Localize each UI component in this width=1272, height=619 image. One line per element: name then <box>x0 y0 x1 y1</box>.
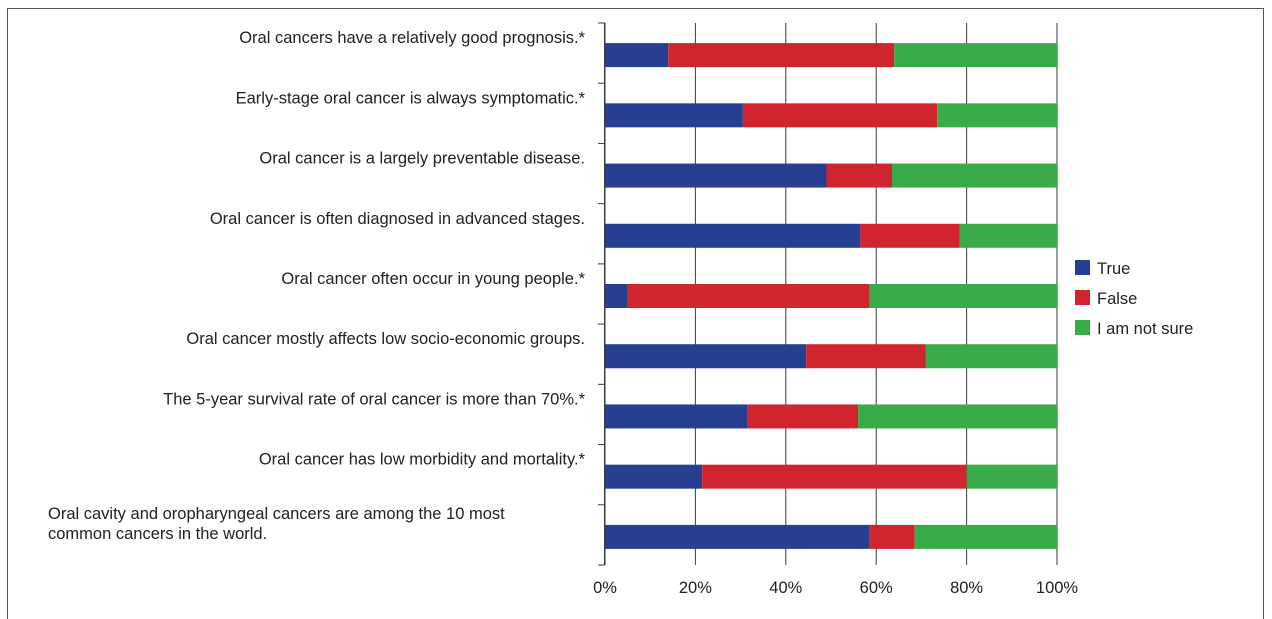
category-label: Oral cancer has low morbidity and mortal… <box>259 451 586 469</box>
bar-true <box>605 524 870 549</box>
bar-false <box>627 284 870 308</box>
bar-i-am-not-sure <box>925 344 1057 369</box>
category-label: The 5-year survival rate of oral cancer … <box>163 390 585 408</box>
legend-swatch <box>1075 320 1090 335</box>
x-tick-label: 80% <box>950 579 983 597</box>
bar-true <box>605 464 703 489</box>
legend-label: I am not sure <box>1097 320 1193 338</box>
category-label-line: Oral cavity and oropharyngeal cancers ar… <box>48 505 505 523</box>
bar-i-am-not-sure <box>959 223 1057 248</box>
bar-i-am-not-sure <box>892 163 1057 188</box>
category-label: Oral cancer is a largely preventable dis… <box>259 150 585 168</box>
bar-false <box>742 103 938 128</box>
category-label: Oral cancer often occur in young people.… <box>281 270 585 288</box>
category-label: Oral cancers have a relatively good prog… <box>239 29 585 47</box>
x-tick-label: 60% <box>860 579 893 597</box>
bar-i-am-not-sure <box>894 43 1057 68</box>
bar-true <box>605 344 807 369</box>
bar-true <box>605 163 827 188</box>
legend-label: False <box>1097 290 1137 308</box>
bar-i-am-not-sure <box>914 524 1057 549</box>
category-label: Early-stage oral cancer is always sympto… <box>236 89 586 107</box>
legend-swatch <box>1075 260 1090 275</box>
bar-false <box>806 344 926 369</box>
x-tick-label: 100% <box>1036 579 1079 597</box>
bar-true <box>605 103 743 128</box>
x-tick-label: 20% <box>679 579 712 597</box>
category-label: Oral cavity and oropharyngeal cancers ar… <box>48 505 505 543</box>
bar-false <box>747 404 859 429</box>
bar-false <box>869 524 915 549</box>
legend-label: True <box>1097 260 1130 278</box>
bar-true <box>605 223 861 248</box>
x-tick-label: 0% <box>593 579 617 597</box>
legend-swatch <box>1075 290 1090 305</box>
bar-i-am-not-sure <box>966 464 1057 489</box>
bar-true <box>605 404 748 429</box>
bar-i-am-not-sure <box>937 103 1057 128</box>
bar-i-am-not-sure <box>869 284 1057 308</box>
bar-true <box>605 43 669 68</box>
category-label: Oral cancer mostly affects low socio-eco… <box>186 330 585 348</box>
bar-false <box>702 464 967 489</box>
bar-true <box>605 284 628 308</box>
category-label-line: common cancers in the world. <box>48 525 267 543</box>
bar-i-am-not-sure <box>858 404 1057 429</box>
x-tick-label: 40% <box>769 579 802 597</box>
bar-false <box>826 163 893 188</box>
bar-false <box>668 43 895 68</box>
category-label: Oral cancer is often diagnosed in advanc… <box>210 210 585 228</box>
bar-false <box>860 223 960 248</box>
chart-frame <box>7 8 1264 619</box>
